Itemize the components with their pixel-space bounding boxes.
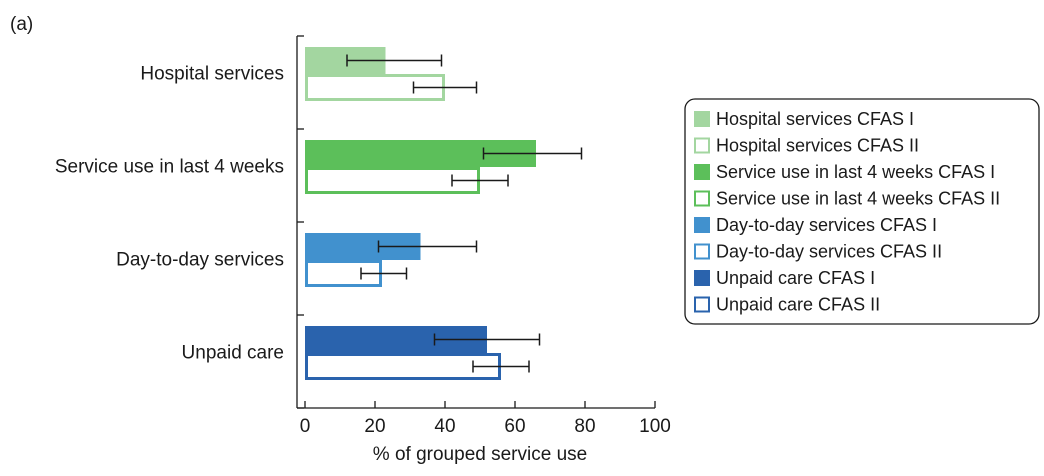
x-tick-label: 40 (434, 416, 455, 437)
legend-label: Unpaid care CFAS II (716, 295, 880, 315)
x-tick-label: 0 (300, 416, 311, 437)
legend-label: Service use in last 4 weeks CFAS I (716, 162, 995, 182)
legend-swatch (694, 243, 710, 260)
legend-swatch (694, 270, 710, 286)
category-label: Unpaid care (182, 343, 284, 364)
plot-area: 0 20 40 60 80 100 % of grouped service use Hosp… (55, 35, 671, 465)
x-tick-label: 60 (504, 416, 525, 437)
x-axis-title: % of grouped service use (373, 444, 587, 465)
panel-label: (a) (10, 14, 33, 35)
legend-label: Unpaid care CFAS I (716, 268, 875, 288)
category-label: Service use in last 4 weeks (55, 157, 284, 178)
legend-swatch (694, 190, 710, 207)
x-tick-label: 80 (574, 416, 595, 437)
legend-swatch (694, 164, 710, 180)
x-tick-label: 100 (639, 416, 671, 437)
legend-label: Day-to-day services CFAS I (716, 215, 937, 235)
legend-label: Hospital services CFAS II (716, 136, 919, 156)
legend: Hospital services CFAS I Hospital service… (684, 98, 1040, 325)
bar-cfas-ii (305, 167, 480, 194)
legend-swatch (694, 296, 710, 313)
bar-cfas-ii (305, 353, 501, 380)
legend-label: Service use in last 4 weeks CFAS II (716, 189, 1000, 209)
legend-swatch (694, 137, 710, 154)
category-label: Hospital services (140, 64, 284, 85)
legend-frame (684, 98, 1040, 325)
legend-swatch (694, 217, 710, 233)
legend-swatch (694, 111, 710, 127)
legend-label: Day-to-day services CFAS II (716, 242, 942, 262)
legend-label: Hospital services CFAS I (716, 109, 914, 129)
category-label: Day-to-day services (116, 250, 284, 271)
x-tick-label: 20 (364, 416, 385, 437)
